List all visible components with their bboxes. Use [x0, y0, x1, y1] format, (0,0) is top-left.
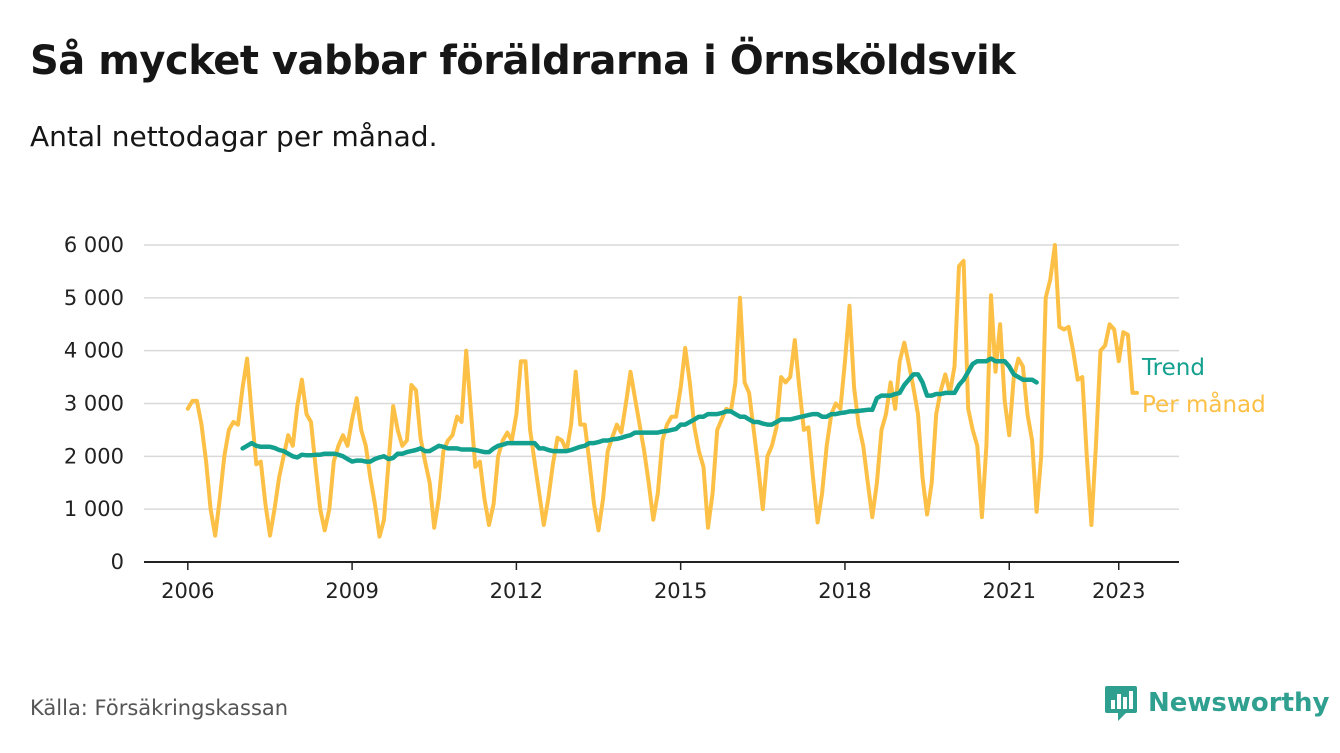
per-month-series-line — [185, 243, 1139, 539]
source-text: Källa: Försäkringskassan — [30, 696, 289, 720]
trend-series-line — [240, 356, 1039, 464]
chart-title: Så mycket vabbar föräldrarna i Örnskölds… — [30, 38, 1016, 84]
trend-series-label: Trend — [1141, 355, 1205, 381]
series — [185, 243, 1139, 539]
y-tick-label: 1 000 — [64, 497, 124, 521]
y-tick-label: 2 000 — [64, 444, 124, 468]
x-tick-label: 2006 — [161, 579, 214, 603]
brand-name: Newsworthy — [1148, 688, 1330, 718]
x-tick-label: 2015 — [654, 579, 707, 603]
y-tick-label: 6 000 — [64, 233, 124, 257]
x-tick-label: 2023 — [1092, 579, 1145, 603]
per-month-series-label: Per månad — [1142, 390, 1266, 418]
y-tick-label: 0 — [111, 550, 124, 574]
y-axis: 0 1 000 2 000 3 000 4 000 5 000 6 000 — [64, 233, 124, 574]
x-tick-label: 2018 — [818, 579, 871, 603]
series-labels: Per månad Trend — [1141, 355, 1266, 418]
y-tick-label: 4 000 — [64, 339, 124, 363]
x-tick-label: 2021 — [983, 579, 1036, 603]
y-tick-label: 5 000 — [64, 286, 124, 310]
x-axis: 2006 2009 2012 2015 2018 2021 2023 — [161, 562, 1145, 603]
x-tick-label: 2012 — [490, 579, 543, 603]
x-tick-label: 2009 — [325, 579, 378, 603]
newsworthy-icon — [1105, 686, 1137, 721]
chart-subtitle: Antal nettodagar per månad. — [30, 120, 438, 153]
y-tick-label: 3 000 — [64, 392, 124, 416]
brand-logo: Newsworthy — [1104, 684, 1329, 722]
